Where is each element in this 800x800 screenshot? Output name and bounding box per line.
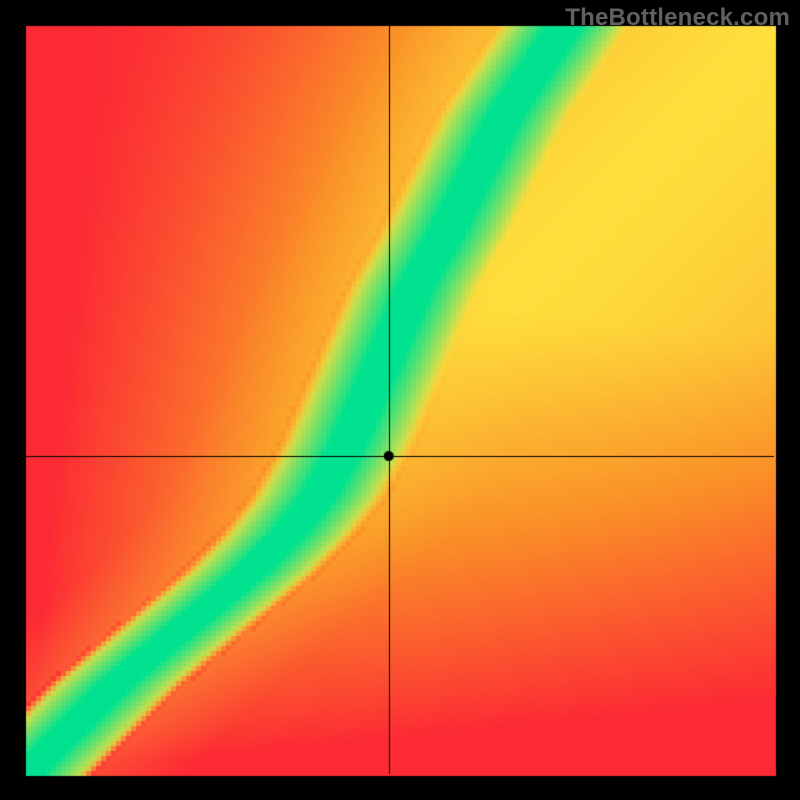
watermark-text: TheBottleneck.com — [565, 4, 790, 32]
figure-container: TheBottleneck.com — [0, 0, 800, 800]
heatmap-canvas — [0, 0, 800, 800]
plot-area — [0, 0, 800, 800]
